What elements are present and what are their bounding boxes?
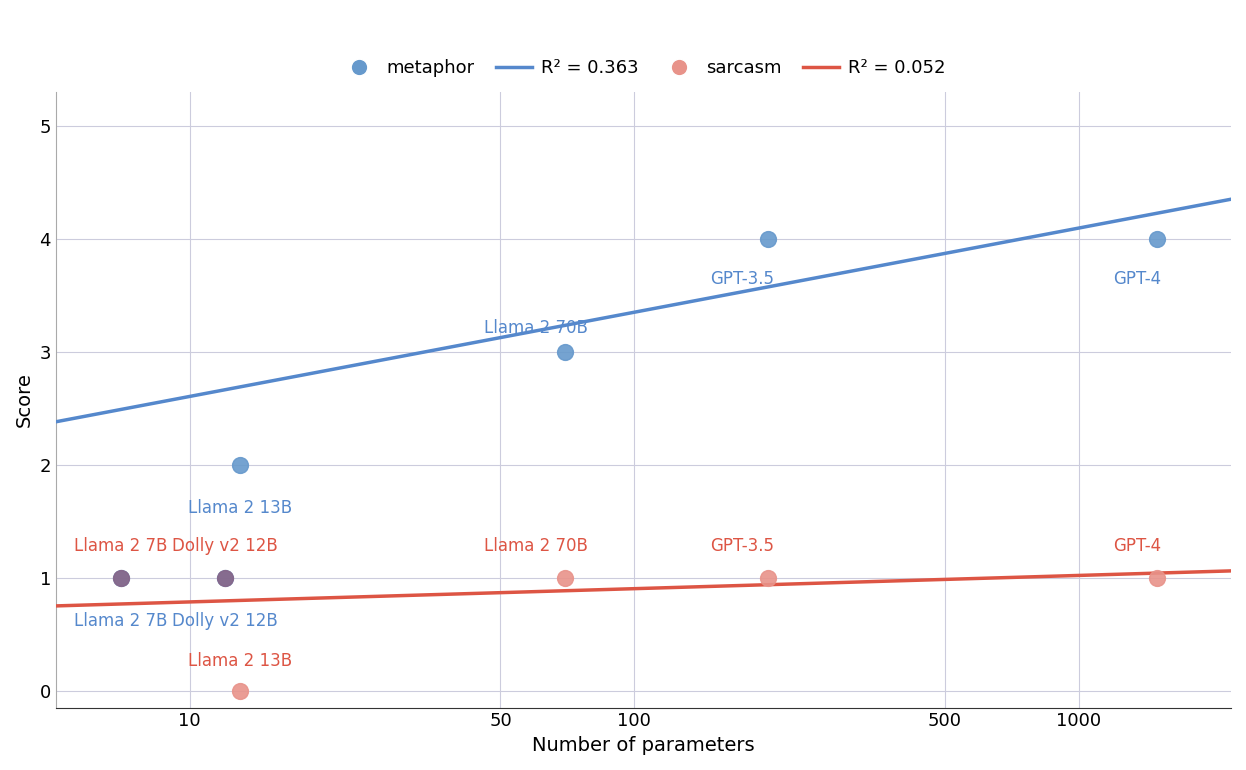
Point bbox=[231, 459, 250, 471]
Text: Llama 2 70B: Llama 2 70B bbox=[483, 537, 588, 555]
Point bbox=[556, 346, 576, 358]
Y-axis label: Score: Score bbox=[15, 373, 34, 427]
Text: Llama 2 13B: Llama 2 13B bbox=[188, 499, 293, 517]
Point bbox=[1148, 571, 1168, 584]
Text: Dolly v2 12B: Dolly v2 12B bbox=[172, 537, 278, 555]
X-axis label: Number of parameters: Number of parameters bbox=[532, 736, 755, 755]
Text: Llama 2 7B: Llama 2 7B bbox=[75, 611, 167, 630]
Text: GPT-3.5: GPT-3.5 bbox=[710, 270, 774, 289]
Text: Dolly v2 12B: Dolly v2 12B bbox=[172, 611, 278, 630]
Point bbox=[231, 685, 250, 697]
Text: GPT-4: GPT-4 bbox=[1113, 537, 1161, 555]
Point bbox=[1148, 233, 1168, 245]
Text: Llama 2 70B: Llama 2 70B bbox=[483, 319, 588, 337]
Point bbox=[216, 571, 235, 584]
Text: GPT-3.5: GPT-3.5 bbox=[710, 537, 774, 555]
Point bbox=[216, 571, 235, 584]
Text: Llama 2 13B: Llama 2 13B bbox=[188, 652, 293, 671]
Legend: metaphor, R² = 0.363, sarcasm, R² = 0.052: metaphor, R² = 0.363, sarcasm, R² = 0.05… bbox=[334, 52, 953, 84]
Point bbox=[111, 571, 131, 584]
Text: GPT-4: GPT-4 bbox=[1113, 270, 1161, 289]
Point bbox=[758, 571, 778, 584]
Text: Llama 2 7B: Llama 2 7B bbox=[75, 537, 167, 555]
Point bbox=[111, 571, 131, 584]
Point bbox=[556, 571, 576, 584]
Point bbox=[758, 233, 778, 245]
